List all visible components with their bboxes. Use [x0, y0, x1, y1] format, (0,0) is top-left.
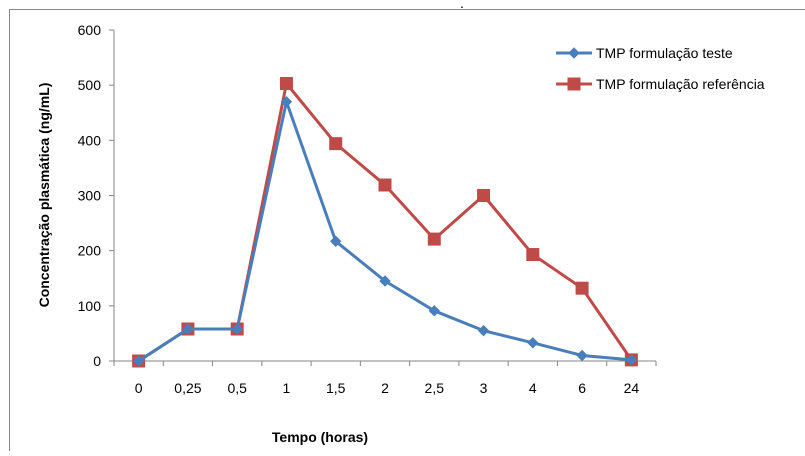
- x-tick-label: 6: [578, 380, 586, 396]
- legend-label: TMP formulação teste: [596, 45, 733, 61]
- y-tick-label: 300: [78, 188, 102, 204]
- x-tick-label: 4: [529, 380, 537, 396]
- data-point-square: [568, 78, 580, 90]
- y-tick-label: 0: [93, 353, 101, 369]
- y-tick-label: 500: [78, 77, 102, 93]
- data-point-square: [527, 249, 539, 261]
- x-tick-label: 24: [624, 380, 640, 396]
- y-tick-label: 100: [78, 298, 102, 314]
- y-tick-label: 600: [78, 22, 102, 38]
- data-point-square: [478, 190, 490, 202]
- x-tick-label: 0,25: [174, 380, 201, 396]
- x-tick-label: 1: [283, 380, 291, 396]
- data-point-square: [576, 282, 588, 294]
- y-tick-label: 200: [78, 243, 102, 259]
- x-axis-title: Tempo (horas): [272, 429, 368, 445]
- x-tick-label: 2: [381, 380, 389, 396]
- x-tick-label: 1,5: [326, 380, 346, 396]
- y-tick-label: 400: [78, 132, 102, 148]
- data-point-square: [330, 138, 342, 150]
- x-tick-label: 0,5: [227, 380, 247, 396]
- legend-label: TMP formulação referência: [596, 76, 765, 92]
- x-tick-label: 0: [135, 380, 143, 396]
- data-point-square: [428, 233, 440, 245]
- y-axis-title: Concentração plasmática (ng/mL): [36, 83, 52, 308]
- data-point-square: [280, 78, 292, 90]
- chart-title: .: [460, 0, 464, 11]
- data-point-square: [379, 179, 391, 191]
- x-tick-label: 3: [480, 380, 488, 396]
- x-tick-label: 2,5: [425, 380, 445, 396]
